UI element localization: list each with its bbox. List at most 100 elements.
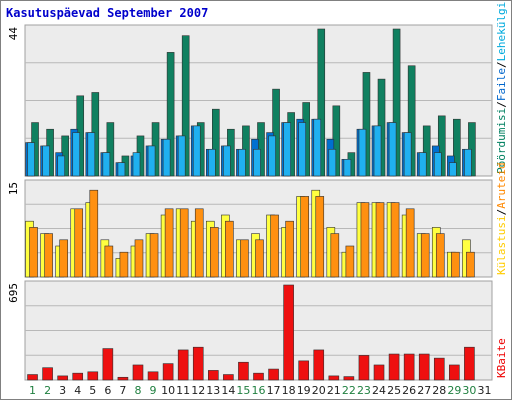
bar-KBaite-19 (298, 360, 309, 381)
chart-title: Kasutuspäevad September 2007 (6, 6, 208, 20)
chart-panels: 44Pöördumisi/Faile/Lehekülgi15Külastusi/… (7, 2, 508, 381)
bar-KBaite-20 (313, 349, 325, 381)
bar-Aruteid-1 (29, 227, 38, 278)
bar-KBaite-15 (238, 361, 249, 381)
panel-middle: 15 Külastusi/Aruteid (7, 162, 508, 278)
bar-Pöördumisi-10 (166, 52, 175, 177)
bar-KBaite-26 (403, 353, 415, 381)
series-KBaite (27, 284, 475, 381)
bar-Lehekülgi-2 (42, 145, 50, 177)
bar-Lehekülgi-12 (192, 125, 201, 177)
legend: Külastusi/Aruteid (495, 162, 508, 275)
x-tick-label: 1 (29, 384, 36, 397)
panel-bottom: 695 KBaite (7, 280, 508, 381)
bar-KBaite-29 (449, 364, 460, 381)
bar-Pöördumisi-11 (181, 35, 190, 177)
x-tick-label: 25 (387, 384, 401, 397)
x-tick-label: 31 (477, 384, 491, 397)
bar-KBaite-7 (117, 376, 129, 381)
x-tick-label: 26 (402, 384, 416, 397)
bar-Aruteid-3 (59, 239, 68, 278)
bar-Aruteid-15 (240, 239, 249, 278)
bar-Aruteid-14 (225, 220, 234, 278)
y-max-label: 695 (7, 283, 20, 303)
bar-Aruteid-21 (330, 233, 340, 278)
bar-Aruteid-29 (451, 251, 460, 278)
bar-Aruteid-22 (345, 245, 355, 278)
bar-Lehekülgi-30 (464, 148, 472, 177)
x-tick-label: 6 (104, 384, 111, 397)
bar-Aruteid-26 (405, 208, 415, 278)
bar-KBaite-13 (208, 370, 219, 381)
bar-KBaite-16 (253, 372, 264, 381)
bar-Lehekülgi-28 (433, 152, 442, 177)
legend-entry: KBaite (495, 338, 508, 378)
bar-Lehekülgi-1 (27, 142, 35, 177)
bar-Pöördumisi-26 (407, 65, 416, 177)
bar-Lehekülgi-14 (223, 145, 231, 177)
y-max-label: 15 (7, 182, 20, 195)
x-tick-label: 21 (327, 384, 341, 397)
bar-Lehekülgi-3 (57, 155, 65, 177)
legend-entry: / (495, 61, 508, 68)
bar-Pöördumisi-6 (106, 122, 115, 177)
bar-Aruteid-13 (210, 227, 219, 278)
bar-KBaite-23 (358, 355, 370, 381)
bar-KBaite-25 (388, 353, 400, 381)
panel-top: 44 Pöördumisi/Faile/Lehekülgi (7, 2, 508, 177)
x-tick-label: 5 (89, 384, 96, 397)
bar-Pöördumisi-25 (392, 28, 401, 177)
x-tick-label: 12 (191, 384, 205, 397)
x-tick-label: 11 (176, 384, 190, 397)
bar-KBaite-28 (433, 357, 445, 381)
legend-entry: Pöördumisi (495, 108, 508, 174)
bar-Lehekülgi-8 (132, 152, 141, 177)
bar-Lehekülgi-18 (283, 122, 291, 177)
legend-entry: / (495, 101, 508, 108)
bar-Aruteid-5 (89, 189, 99, 278)
x-tick-label: 27 (417, 384, 431, 397)
bar-KBaite-10 (162, 363, 174, 381)
bar-Aruteid-9 (149, 233, 159, 278)
x-tick-label: 8 (134, 384, 141, 397)
bar-Aruteid-11 (179, 208, 189, 278)
bar-KBaite-27 (418, 353, 430, 381)
bar-Lehekülgi-7 (117, 162, 126, 177)
y-max-label: 44 (7, 27, 20, 41)
bar-KBaite-12 (192, 346, 204, 381)
x-tick-label: 10 (161, 384, 175, 397)
bar-KBaite-21 (328, 375, 340, 381)
legend: Pöördumisi/Faile/Lehekülgi (495, 2, 508, 174)
legend-entry: Lehekülgi (495, 2, 508, 62)
bar-Lehekülgi-15 (238, 148, 246, 177)
bar-Lehekülgi-4 (72, 132, 81, 177)
legend: KBaite (495, 338, 508, 378)
x-tick-label: 20 (312, 384, 326, 397)
bar-Aruteid-10 (164, 208, 174, 278)
bar-Aruteid-27 (420, 233, 430, 278)
bar-Aruteid-7 (119, 251, 129, 278)
bar-Lehekülgi-21 (328, 148, 337, 177)
x-tick-label: 3 (59, 384, 66, 397)
bar-KBaite-1 (27, 374, 38, 381)
bar-Lehekülgi-11 (177, 135, 186, 177)
bar-Lehekülgi-20 (313, 118, 322, 177)
bar-Aruteid-18 (285, 220, 294, 278)
bar-Aruteid-6 (104, 245, 114, 278)
bar-KBaite-2 (42, 367, 53, 381)
bar-KBaite-24 (373, 364, 385, 381)
bar-Aruteid-30 (466, 251, 475, 278)
legend-entry: Külastusi (495, 215, 508, 275)
x-tick-label: 13 (206, 384, 220, 397)
bar-KBaite-3 (57, 375, 68, 381)
series-Aruteid (29, 189, 475, 278)
x-tick-label: 18 (282, 384, 296, 397)
bar-Lehekülgi-26 (403, 132, 412, 177)
bar-KBaite-14 (223, 374, 234, 381)
bar-Lehekülgi-24 (373, 125, 382, 177)
bar-Pöördumisi-20 (317, 28, 326, 177)
legend-entry: Aruteid (495, 162, 508, 208)
bar-KBaite-6 (102, 348, 114, 381)
